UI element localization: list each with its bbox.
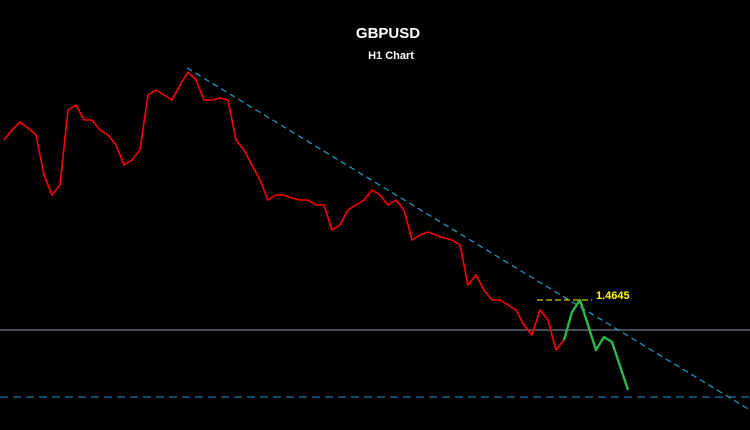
chart-title: GBPUSD — [356, 25, 420, 42]
trendline — [186, 67, 750, 411]
resistance-label: 1.4645 — [596, 290, 630, 302]
price-line — [562, 298, 630, 391]
chart-subtitle: H1 Chart — [368, 50, 414, 62]
price-line — [3, 71, 565, 351]
